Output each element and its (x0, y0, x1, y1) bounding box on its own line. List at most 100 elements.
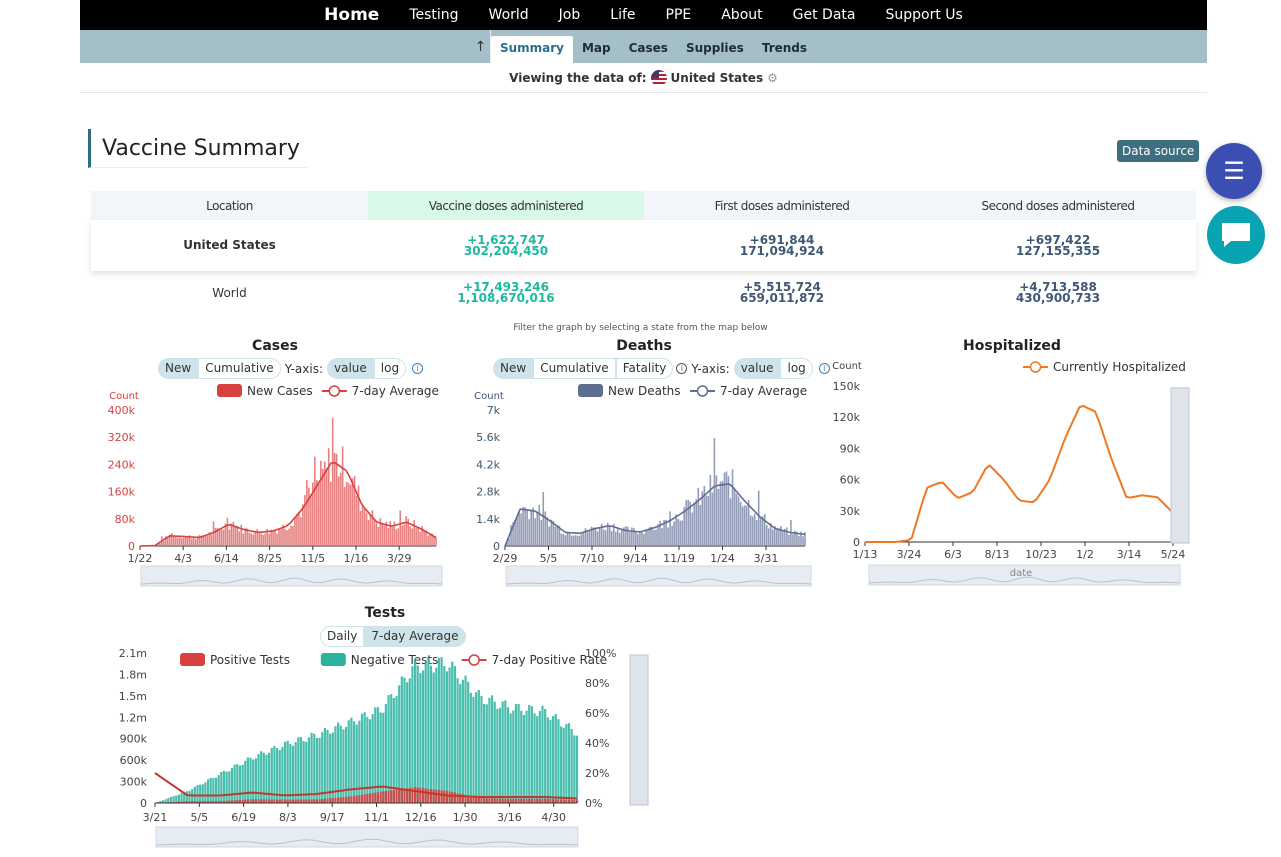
legend-label: Currently Hospitalized (1053, 360, 1186, 374)
y-tick-label: 30k (840, 505, 861, 518)
x-tick-label: 5/5 (540, 552, 558, 565)
tests-chart[interactable]: Positive Tests Negative Tests 7-day Positi… (105, 645, 665, 850)
nav-about[interactable]: About (721, 7, 763, 23)
first-delta: +691,844 (749, 232, 815, 247)
nav-testing[interactable]: Testing (409, 7, 459, 23)
cases-chart[interactable]: New Cases 7-day Average 0 80k 160k 240k 320k 40… (100, 380, 450, 590)
y2-tick-label: 20% (585, 767, 609, 780)
table-header: Location Vaccine doses administered Firs… (91, 191, 1196, 220)
x-tick-label: 5/24 (1161, 548, 1186, 561)
deaths-chart[interactable]: New Deaths 7-day Average 0 1.4k 2.8k 4.2k 5.6k… (465, 380, 815, 590)
chat-icon[interactable] (1207, 206, 1265, 264)
tests-chart-title: Tests (364, 605, 406, 621)
table-row[interactable]: World +17,493,246 1,108,670,016 +5,515,7… (91, 271, 1196, 315)
x-tick-label: 6/19 (231, 811, 256, 824)
legend-label: Negative Tests (351, 653, 439, 667)
y-tick-label: 5.6k (476, 431, 500, 444)
x-tick-label: 4/30 (541, 811, 566, 824)
gear-icon[interactable]: ⚙ (767, 70, 778, 85)
nav-get-data[interactable]: Get Data (792, 7, 856, 23)
data-source-button[interactable]: Data source (1117, 140, 1200, 162)
x-tick-label: 1/16 (344, 552, 369, 565)
legend-label: New Deaths (608, 384, 681, 398)
legend-swatch (217, 384, 242, 397)
legend-swatch (578, 384, 603, 397)
info-icon[interactable]: i (412, 363, 424, 374)
header-location[interactable]: Location (206, 198, 253, 213)
x-tick-label: 8/3 (279, 811, 297, 824)
zoom-slider (140, 565, 443, 587)
x-tick-label: 1/30 (453, 811, 478, 824)
legend-marker (696, 385, 709, 397)
x-tick-label: 3/24 (897, 548, 922, 561)
legend-label: 7-day Positive Rate (492, 653, 607, 667)
x-tick-label: 3/31 (754, 552, 779, 565)
yaxis-label: Y-axis: (284, 361, 324, 376)
deaths-new-toggle[interactable]: New (493, 358, 534, 379)
viewing-label: Viewing the data of: (509, 70, 647, 85)
tab-cases[interactable]: Cases (628, 41, 668, 55)
tests-7day-toggle[interactable]: 7-day Average (364, 626, 466, 647)
nav-job[interactable]: Job (558, 7, 581, 23)
deaths-value-toggle[interactable]: value (733, 358, 781, 379)
legend-marker (1029, 361, 1042, 373)
header-second-doses[interactable]: Second doses administered (981, 198, 1135, 213)
tab-trends[interactable]: Trends (761, 41, 808, 55)
deaths-fatality-toggle[interactable]: Fatality (615, 358, 674, 379)
legend-label: Positive Tests (210, 653, 290, 667)
section-title: Vaccine Summary (88, 129, 308, 168)
tests-daily-toggle[interactable]: Daily (320, 626, 365, 647)
hospitalized-chart[interactable]: Currently Hospitalized 0 30k 60k 90k 120k 150k… (825, 355, 1200, 590)
zoom-handle (629, 654, 649, 806)
yaxis-label: Y-axis: (691, 361, 730, 376)
y-tick-label: 90k (840, 442, 861, 455)
table-row[interactable]: United States +1,622,747 302,204,450 +69… (91, 220, 1196, 271)
x-tick-label: 1/22 (128, 552, 153, 565)
positive-rate-line (154, 772, 578, 800)
x-tick-label: 3/14 (1117, 548, 1142, 561)
us-flag-icon (650, 69, 667, 86)
first-total: 171,094,924 (739, 243, 825, 258)
deaths-log-toggle[interactable]: log (780, 358, 813, 379)
x-tick-label: 6/14 (214, 552, 239, 565)
deaths-cumulative-toggle[interactable]: Cumulative (533, 358, 616, 379)
first-total: 659,011,872 (739, 291, 825, 305)
x-tick-label: 12/16 (405, 811, 437, 824)
y-tick-label: 600k (120, 754, 148, 767)
cases-value-toggle[interactable]: value (327, 358, 374, 379)
header-doses[interactable]: Vaccine doses administered (368, 191, 644, 220)
info-icon[interactable]: i (818, 363, 830, 374)
hospitalized-chart-title: Hospitalized (963, 338, 1061, 354)
y-tick-label: 0 (140, 797, 147, 810)
x-tick-label: 9/14 (623, 552, 648, 565)
y-tick-label: 900k (120, 733, 148, 746)
arrow-up-icon[interactable]: ↑ (471, 30, 491, 63)
nav-life[interactable]: Life (610, 7, 636, 23)
y-tick-label: 0 (493, 540, 500, 553)
second-total: 430,900,733 (1015, 291, 1101, 305)
info-icon[interactable]: i (676, 363, 688, 374)
nav-support-us[interactable]: Support Us (885, 7, 963, 23)
cases-cumulative-toggle[interactable]: Cumulative (198, 358, 281, 379)
header-first-doses[interactable]: First doses administered (714, 198, 850, 213)
tab-summary[interactable]: Summary (490, 36, 573, 63)
menu-icon[interactable]: ☰ (1206, 143, 1262, 199)
cases-log-toggle[interactable]: log (373, 358, 407, 379)
cases-new-toggle[interactable]: New (158, 358, 199, 379)
x-tick-label: 11/5 (300, 552, 325, 565)
nav-world[interactable]: World (488, 7, 529, 23)
nav-ppe[interactable]: PPE (665, 7, 692, 23)
doses-delta: +17,493,246 (463, 280, 549, 294)
row-location: United States (183, 238, 276, 252)
tab-supplies[interactable]: Supplies (685, 41, 744, 55)
x-tick-label: 1/24 (710, 552, 735, 565)
y-tick-label: 2.1m (119, 647, 147, 660)
tab-map[interactable]: Map (581, 41, 611, 55)
y-tick-label: 1.4k (476, 513, 500, 526)
country-name[interactable]: United States (670, 70, 764, 85)
y2-tick-label: 80% (585, 677, 609, 690)
y-tick-label: 4.2k (476, 458, 500, 471)
nav-home[interactable]: Home (324, 5, 380, 25)
deaths-controls: New Cumulative Fatality i Y-axis: value … (493, 358, 830, 379)
x-tick-label: 1/2 (1076, 548, 1094, 561)
